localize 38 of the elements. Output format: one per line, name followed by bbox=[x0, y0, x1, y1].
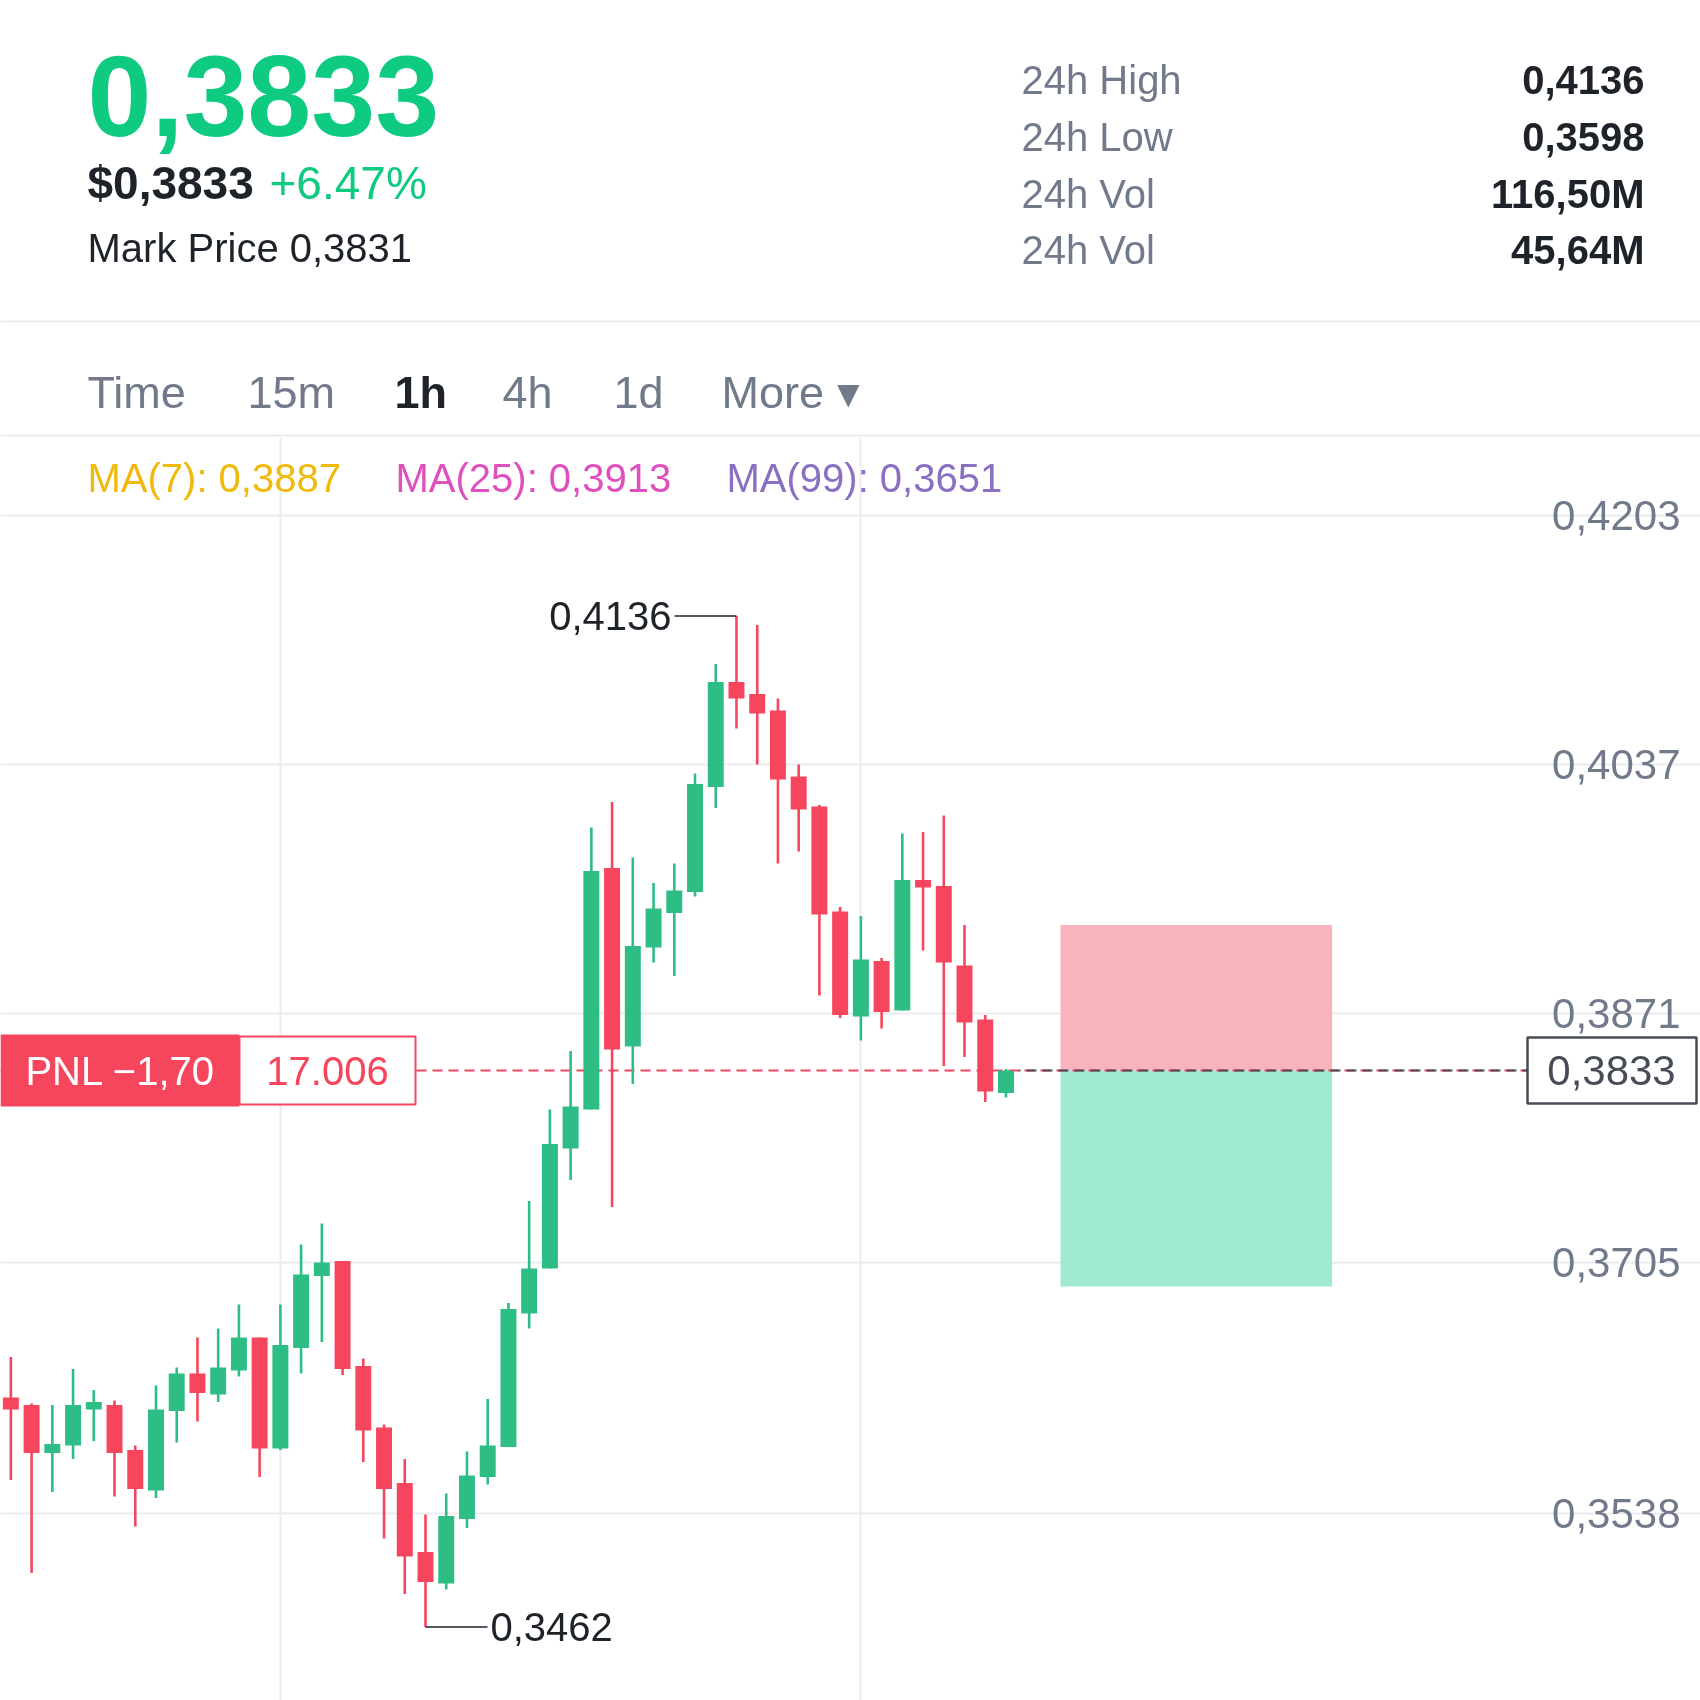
text: Time bbox=[87, 367, 186, 418]
text: More ▾ bbox=[721, 367, 860, 418]
candlestick bbox=[85, 1388, 102, 1443]
candlestick bbox=[189, 1336, 206, 1423]
y-tick-label: 0,3538 bbox=[1552, 1489, 1681, 1537]
text: 0,4136 bbox=[1522, 57, 1645, 102]
annotation: MA(99): 0,3651 bbox=[726, 455, 1003, 500]
annotation: 0,3462 bbox=[490, 1605, 613, 1649]
y-tick-label: 0,4203 bbox=[1552, 492, 1681, 539]
y-tick-label: 0,4037 bbox=[1552, 741, 1681, 788]
text: 4h bbox=[502, 367, 553, 418]
y-tick-label: 0,3705 bbox=[1552, 1239, 1681, 1286]
candlestick bbox=[2, 1355, 19, 1482]
text: 24h Vol bbox=[1021, 227, 1155, 272]
annotation: 17.006 bbox=[266, 1048, 389, 1093]
text: 0,3598 bbox=[1522, 114, 1645, 159]
candlestick bbox=[666, 862, 683, 978]
text: 24h Low bbox=[1021, 114, 1173, 159]
candlestick bbox=[44, 1403, 61, 1494]
annotation: MA(25): 0,3913 bbox=[395, 455, 672, 500]
text: 45,64M bbox=[1511, 227, 1645, 272]
text: 24h High bbox=[1021, 57, 1182, 102]
candlestick bbox=[313, 1222, 330, 1344]
text: 1h bbox=[394, 367, 448, 418]
annotation: 0,4136 bbox=[549, 594, 672, 638]
text: 1d bbox=[613, 367, 664, 418]
text: 116,50M bbox=[1491, 171, 1645, 216]
text: Mark Price 0,3831 bbox=[87, 225, 413, 270]
y-tick-label: 0,3871 bbox=[1552, 990, 1681, 1037]
candlestick bbox=[728, 614, 745, 730]
ref-line-label: 0,3833 bbox=[1547, 1047, 1676, 1094]
candlestick bbox=[998, 1067, 1014, 1099]
annotation: MA(7): 0,3887 bbox=[87, 455, 341, 500]
candlestick bbox=[915, 830, 932, 952]
candlestick bbox=[749, 623, 766, 766]
text: 24h Vol bbox=[1021, 171, 1155, 216]
text: 15m bbox=[247, 367, 336, 418]
ref-line-label: PNL −1,70 bbox=[25, 1048, 215, 1093]
